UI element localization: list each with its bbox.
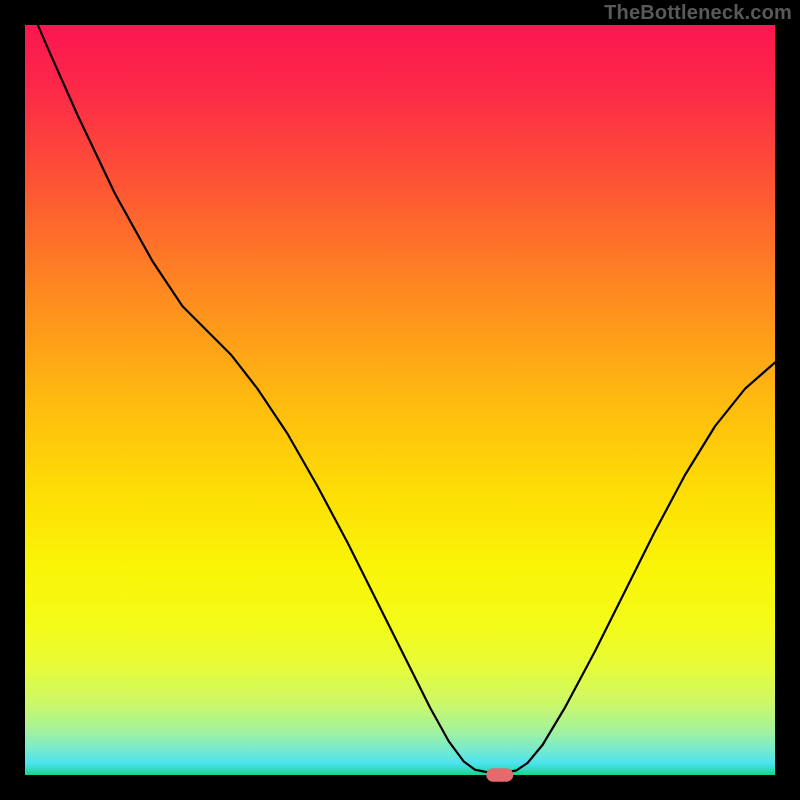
optimum-marker (486, 768, 513, 782)
stage: TheBottleneck.com (0, 0, 800, 800)
watermark-label: TheBottleneck.com (604, 2, 792, 25)
plot-background (25, 25, 775, 775)
bottleneck-chart (0, 0, 800, 800)
